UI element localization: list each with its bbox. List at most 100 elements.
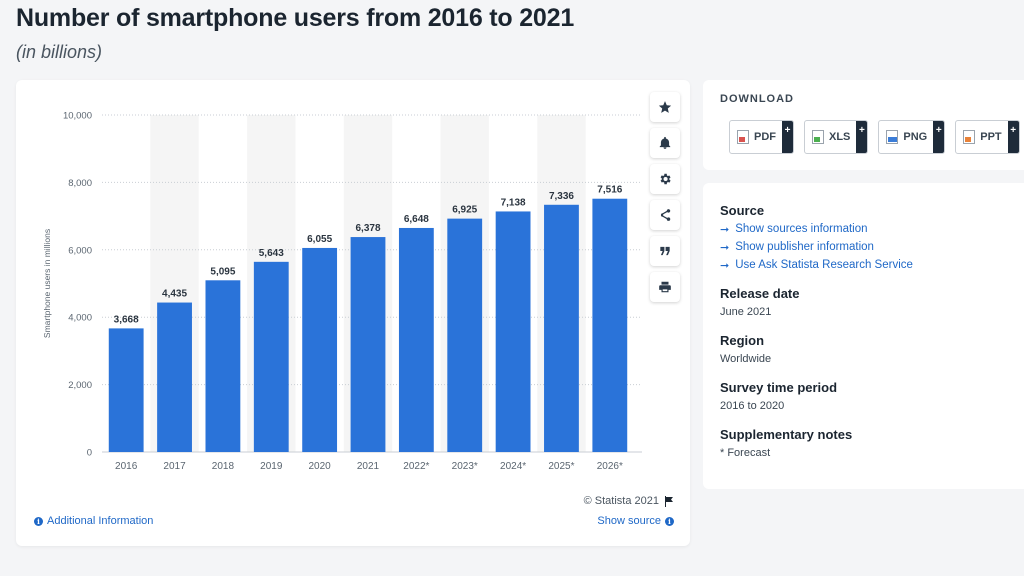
data-label: 7,336 bbox=[549, 191, 574, 202]
survey-period-value: 2016 to 2020 bbox=[720, 400, 785, 412]
share-icon bbox=[660, 209, 671, 221]
additional-information-label: Additional Information bbox=[47, 515, 154, 527]
share-button[interactable] bbox=[650, 200, 680, 230]
chart-tools bbox=[650, 92, 680, 308]
bell-icon bbox=[659, 136, 671, 149]
print-button[interactable] bbox=[650, 272, 680, 302]
x-tick-label: 2021 bbox=[357, 461, 380, 472]
download-ppt-label: PPT bbox=[980, 131, 1002, 143]
bar bbox=[544, 204, 579, 452]
info-icon: i bbox=[34, 516, 43, 526]
show-publisher-label: Show publisher information bbox=[735, 241, 874, 253]
download-pdf-label: PDF bbox=[754, 131, 776, 143]
chart-card: 0 2,000 4,000 6,000 8,000 10,000 Smartphone us… bbox=[16, 80, 690, 546]
settings-button[interactable] bbox=[650, 164, 680, 194]
bar bbox=[447, 218, 483, 452]
data-label: 7,516 bbox=[597, 185, 622, 196]
y-tick-label: 4,000 bbox=[68, 313, 92, 324]
page-subtitle: (in billions) bbox=[16, 42, 103, 62]
release-date-value: June 2021 bbox=[720, 306, 772, 318]
ask-statista-label: Use Ask Statista Research Service bbox=[735, 259, 913, 271]
bar bbox=[253, 261, 289, 452]
png-file-icon bbox=[886, 130, 899, 144]
info-icon: i bbox=[665, 516, 674, 526]
notification-button[interactable] bbox=[650, 128, 680, 158]
favorite-button[interactable] bbox=[650, 92, 680, 122]
bar bbox=[350, 237, 386, 452]
show-publisher-link[interactable]: ➞ Show publisher information bbox=[720, 238, 913, 256]
plus-icon: + bbox=[856, 121, 868, 153]
cite-button[interactable] bbox=[650, 236, 680, 266]
y-tick-label: 6,000 bbox=[68, 245, 92, 256]
region-heading: Region bbox=[720, 333, 765, 348]
show-sources-link[interactable]: ➞ Show sources information bbox=[720, 220, 913, 238]
download-xls-label: XLS bbox=[829, 131, 851, 143]
copyright-text: © Statista 2021 bbox=[583, 495, 659, 507]
bar bbox=[108, 328, 144, 452]
star-icon bbox=[658, 101, 672, 113]
show-source-link[interactable]: Show source i bbox=[597, 515, 674, 527]
data-label: 7,138 bbox=[501, 197, 526, 208]
y-tick-label: 2,000 bbox=[68, 380, 92, 391]
bar bbox=[205, 280, 241, 452]
download-panel: DOWNLOAD PDF + XLS + PNG + PPT + bbox=[703, 80, 1024, 170]
ask-statista-link[interactable]: ➞ Use Ask Statista Research Service bbox=[720, 256, 913, 274]
y-tick-label: 8,000 bbox=[68, 178, 92, 189]
ppt-file-icon bbox=[963, 130, 976, 144]
x-tick-label: 2017 bbox=[163, 461, 186, 472]
show-source-label: Show source bbox=[597, 515, 661, 527]
additional-information-link[interactable]: i Additional Information bbox=[34, 515, 153, 527]
data-label: 6,925 bbox=[452, 205, 477, 216]
x-tick-label: 2023* bbox=[452, 461, 478, 472]
plus-icon: + bbox=[933, 121, 945, 153]
download-pdf-button[interactable]: PDF + bbox=[729, 120, 794, 154]
x-tick-label: 2024* bbox=[500, 461, 526, 472]
x-tick-label: 2020 bbox=[309, 461, 332, 472]
print-icon bbox=[659, 281, 671, 293]
bar bbox=[495, 211, 531, 452]
bar bbox=[398, 227, 434, 452]
bar-chart: 0 2,000 4,000 6,000 8,000 10,000 Smartphone us… bbox=[42, 111, 642, 472]
x-tick-label: 2025* bbox=[548, 461, 574, 472]
bar bbox=[592, 198, 628, 452]
download-png-button[interactable]: PNG + bbox=[878, 120, 946, 154]
download-xls-button[interactable]: XLS + bbox=[804, 120, 869, 154]
download-png-label: PNG bbox=[903, 131, 928, 143]
supplementary-notes-heading: Supplementary notes bbox=[720, 427, 853, 442]
bar bbox=[302, 247, 338, 452]
data-label: 3,668 bbox=[114, 314, 139, 325]
x-tick-label: 2022* bbox=[403, 461, 429, 472]
y-axis-label: Smartphone users in millions bbox=[42, 229, 52, 338]
flag-icon[interactable] bbox=[664, 495, 674, 507]
copyright-notice: © Statista 2021 bbox=[584, 495, 674, 507]
data-label: 4,435 bbox=[162, 289, 187, 300]
data-label: 5,095 bbox=[210, 266, 235, 277]
quote-icon bbox=[660, 246, 670, 256]
gear-icon bbox=[660, 173, 671, 185]
arrow-right-icon: ➞ bbox=[720, 241, 730, 254]
data-label: 6,648 bbox=[404, 214, 429, 225]
arrow-right-icon: ➞ bbox=[720, 259, 730, 272]
data-label: 5,643 bbox=[259, 248, 284, 259]
bar bbox=[157, 302, 192, 452]
survey-period-heading: Survey time period bbox=[720, 380, 838, 395]
download-title: DOWNLOAD bbox=[720, 93, 794, 105]
download-ppt-button[interactable]: PPT + bbox=[955, 120, 1020, 154]
y-tick-label: 0 bbox=[87, 448, 92, 459]
x-tick-label: 2016 bbox=[115, 461, 138, 472]
x-tick-label: 2019 bbox=[260, 461, 283, 472]
plus-icon: + bbox=[1007, 121, 1019, 153]
x-tick-label: 2026* bbox=[597, 461, 623, 472]
pdf-file-icon bbox=[737, 130, 749, 144]
y-tick-label: 10,000 bbox=[63, 111, 92, 122]
release-date-heading: Release date bbox=[720, 286, 800, 301]
show-sources-label: Show sources information bbox=[735, 223, 868, 235]
source-heading: Source bbox=[720, 203, 765, 218]
data-label: 6,378 bbox=[355, 223, 380, 234]
region-value: Worldwide bbox=[720, 353, 772, 365]
data-label: 6,055 bbox=[307, 234, 332, 245]
x-tick-label: 2018 bbox=[212, 461, 235, 472]
plus-icon: + bbox=[782, 121, 793, 153]
statistic-details-panel: Source ➞ Show sources information ➞ Show p… bbox=[703, 183, 1024, 489]
arrow-right-icon: ➞ bbox=[720, 223, 730, 236]
